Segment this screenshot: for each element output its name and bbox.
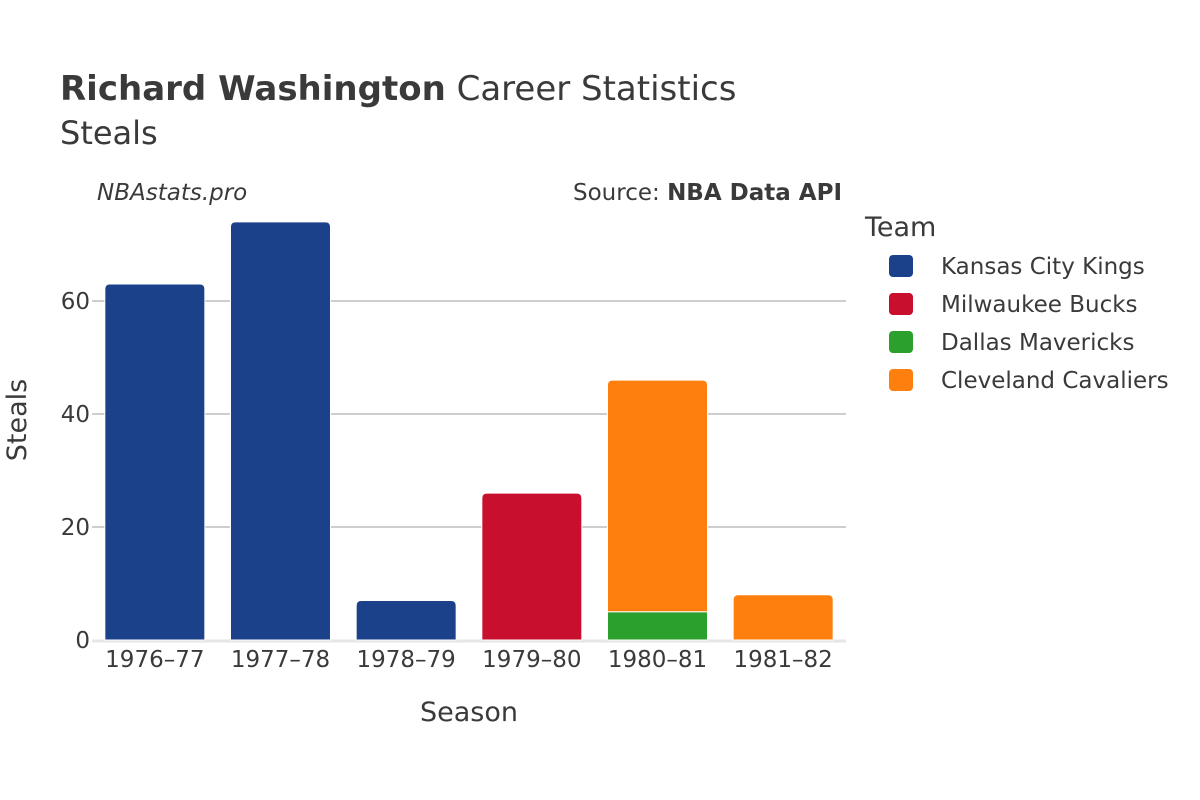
y-axis-ticks: 0 20 40 60 <box>61 289 90 654</box>
y-tick-label: 60 <box>61 289 90 315</box>
chart-subtitle: Steals <box>60 114 158 152</box>
x-tick-label: 1979–80 <box>482 647 581 673</box>
legend-items: Kansas City Kings Milwaukee Bucks Dallas M… <box>889 254 1169 394</box>
bar-cleveland-cavaliers-1981–82 <box>732 594 834 641</box>
chart-title: Richard Washington Career Statistics <box>60 69 736 109</box>
x-axis-ticks: 1976–77 1977–78 1978–79 1979–80 1980–81 1981–… <box>105 647 833 673</box>
legend-swatch <box>889 369 913 391</box>
y-tick-label: 0 <box>75 628 90 654</box>
legend: Team Kansas City Kings Milwaukee Bucks Dal… <box>864 212 1169 394</box>
bar-kansas-city-kings-1976–77 <box>104 283 206 641</box>
bar-milwaukee-bucks-1979–80 <box>481 492 583 641</box>
legend-swatch <box>889 255 913 277</box>
title-player-name: Richard Washington <box>60 69 446 109</box>
source-credit: Source: NBA Data API <box>573 180 842 206</box>
bar-dallas-mavericks-1980–81 <box>607 611 708 641</box>
x-axis-label: Season <box>420 697 518 728</box>
watermark: NBAstats.pro <box>97 180 247 206</box>
legend-label: Cleveland Cavaliers <box>941 368 1169 394</box>
source-prefix: Source: <box>573 180 667 206</box>
bar-cleveland-cavaliers-1980–81 <box>607 379 708 613</box>
grid <box>92 300 846 643</box>
title-rest: Career Statistics <box>446 69 737 109</box>
x-tick-label: 1978–79 <box>357 647 456 673</box>
x-tick-label: 1980–81 <box>608 647 707 673</box>
legend-label: Milwaukee Bucks <box>941 292 1138 318</box>
bar-kansas-city-kings-1977–78 <box>230 221 331 641</box>
y-tick-label: 40 <box>61 402 90 428</box>
y-tick-label: 20 <box>61 515 90 541</box>
y-axis-label: Steals <box>2 379 33 461</box>
bars <box>104 221 834 641</box>
x-tick-label: 1977–78 <box>231 647 330 673</box>
legend-label: Dallas Mavericks <box>941 330 1134 356</box>
bar-kansas-city-kings-1978–79 <box>355 599 457 641</box>
legend-label: Kansas City Kings <box>941 254 1145 280</box>
x-tick-label: 1976–77 <box>105 647 204 673</box>
legend-title: Team <box>864 212 936 243</box>
legend-swatch <box>889 331 913 353</box>
legend-swatch <box>889 293 913 315</box>
x-tick-label: 1981–82 <box>734 647 833 673</box>
source-name: NBA Data API <box>667 180 842 206</box>
